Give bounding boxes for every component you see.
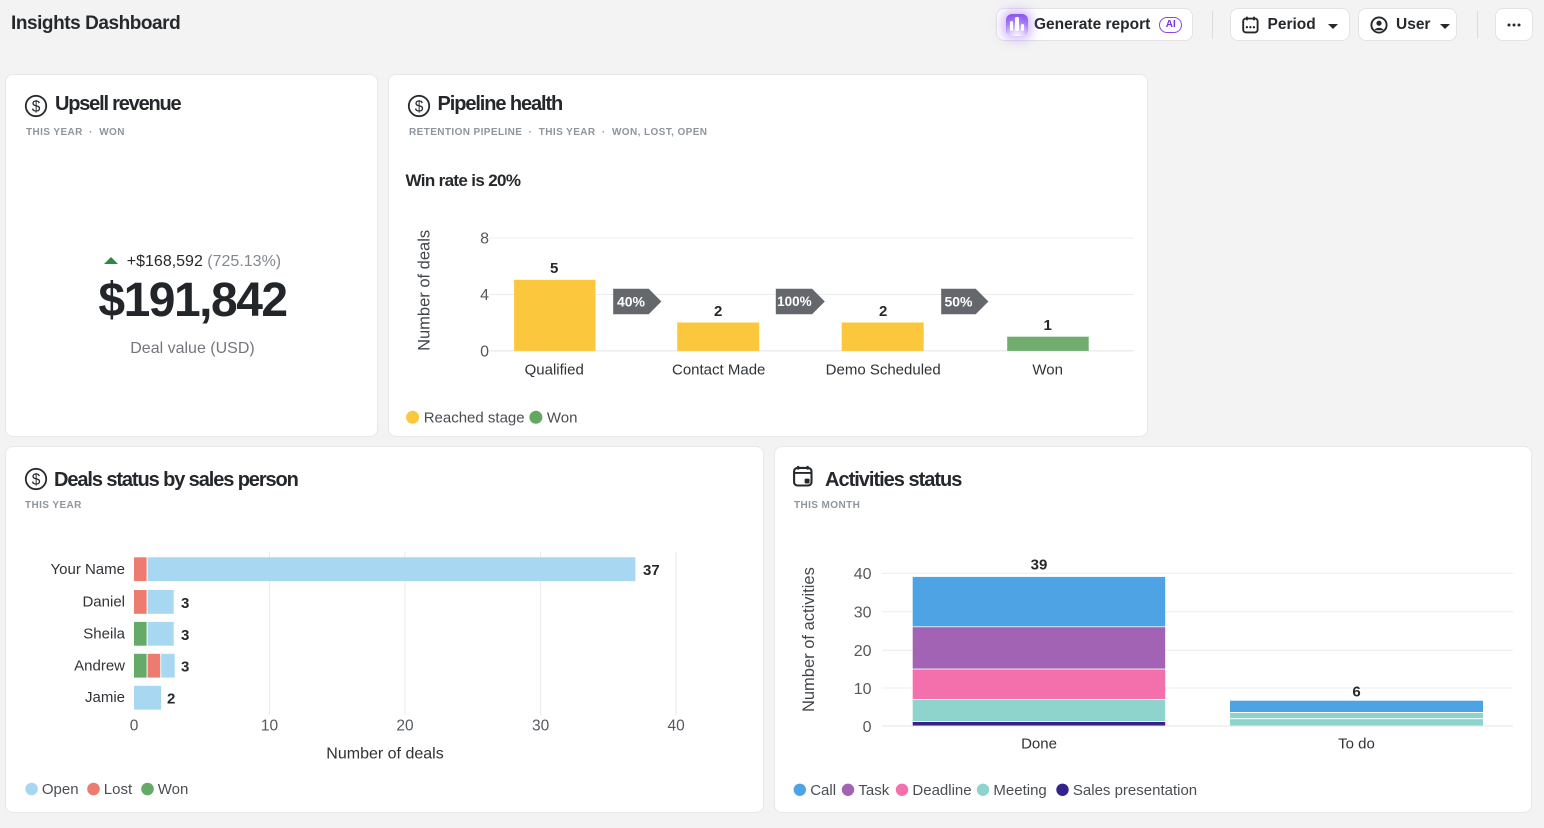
svg-text:Won: Won: [158, 781, 189, 798]
svg-text:Demo Scheduled: Demo Scheduled: [826, 362, 941, 379]
svg-text:Meeting: Meeting: [993, 782, 1046, 799]
svg-text:5: 5: [550, 260, 558, 277]
svg-text:2: 2: [879, 303, 887, 320]
svg-text:Task: Task: [858, 782, 889, 799]
svg-text:30: 30: [532, 717, 550, 734]
svg-text:To do: To do: [1338, 736, 1375, 753]
svg-text:Lost: Lost: [104, 781, 133, 798]
svg-text:Andrew: Andrew: [74, 657, 125, 674]
svg-text:0: 0: [480, 344, 489, 361]
svg-text:37: 37: [643, 562, 660, 579]
svg-text:Contact Made: Contact Made: [672, 362, 765, 379]
svg-text:3: 3: [181, 659, 189, 676]
svg-text:Deadline: Deadline: [912, 782, 971, 799]
svg-text:Done: Done: [1021, 736, 1057, 753]
svg-text:Number of deals: Number of deals: [326, 746, 443, 763]
svg-text:1: 1: [1044, 317, 1052, 334]
svg-text:40: 40: [667, 717, 685, 734]
svg-text:Number of activities: Number of activities: [800, 567, 818, 712]
svg-text:Qualified: Qualified: [525, 362, 584, 379]
svg-text:$: $: [415, 98, 424, 115]
svg-text:6: 6: [1352, 684, 1360, 701]
svg-text:3: 3: [181, 595, 189, 612]
svg-text:30: 30: [854, 605, 872, 622]
svg-text:Daniel: Daniel: [82, 594, 125, 611]
svg-text:Open: Open: [42, 781, 79, 798]
svg-text:Sheila: Sheila: [83, 626, 125, 643]
svg-text:Sales presentation: Sales presentation: [1073, 782, 1197, 799]
svg-text:2: 2: [714, 303, 722, 320]
svg-text:Call: Call: [810, 782, 836, 799]
svg-text:Number of deals: Number of deals: [416, 230, 434, 351]
svg-text:0: 0: [130, 717, 139, 734]
svg-text:100%: 100%: [777, 294, 812, 309]
svg-text:39: 39: [1031, 557, 1048, 574]
svg-text:10: 10: [854, 681, 872, 698]
svg-text:40: 40: [854, 566, 872, 583]
svg-text:$: $: [32, 471, 41, 488]
svg-text:Reached stage: Reached stage: [424, 409, 525, 426]
svg-text:4: 4: [480, 287, 489, 304]
svg-text:Won: Won: [1032, 362, 1063, 379]
svg-text:40%: 40%: [617, 294, 646, 310]
svg-text:50%: 50%: [944, 294, 973, 310]
svg-text:0: 0: [863, 719, 872, 736]
svg-text:20: 20: [396, 717, 414, 734]
svg-text:Jamie: Jamie: [85, 689, 125, 706]
svg-text:3: 3: [181, 627, 189, 644]
svg-text:10: 10: [261, 717, 279, 734]
svg-text:$: $: [32, 98, 41, 115]
svg-text:2: 2: [167, 691, 175, 708]
svg-text:Your Name: Your Name: [51, 561, 126, 578]
svg-text:20: 20: [854, 643, 872, 660]
svg-text:Won: Won: [547, 409, 578, 426]
svg-text:8: 8: [480, 231, 489, 248]
